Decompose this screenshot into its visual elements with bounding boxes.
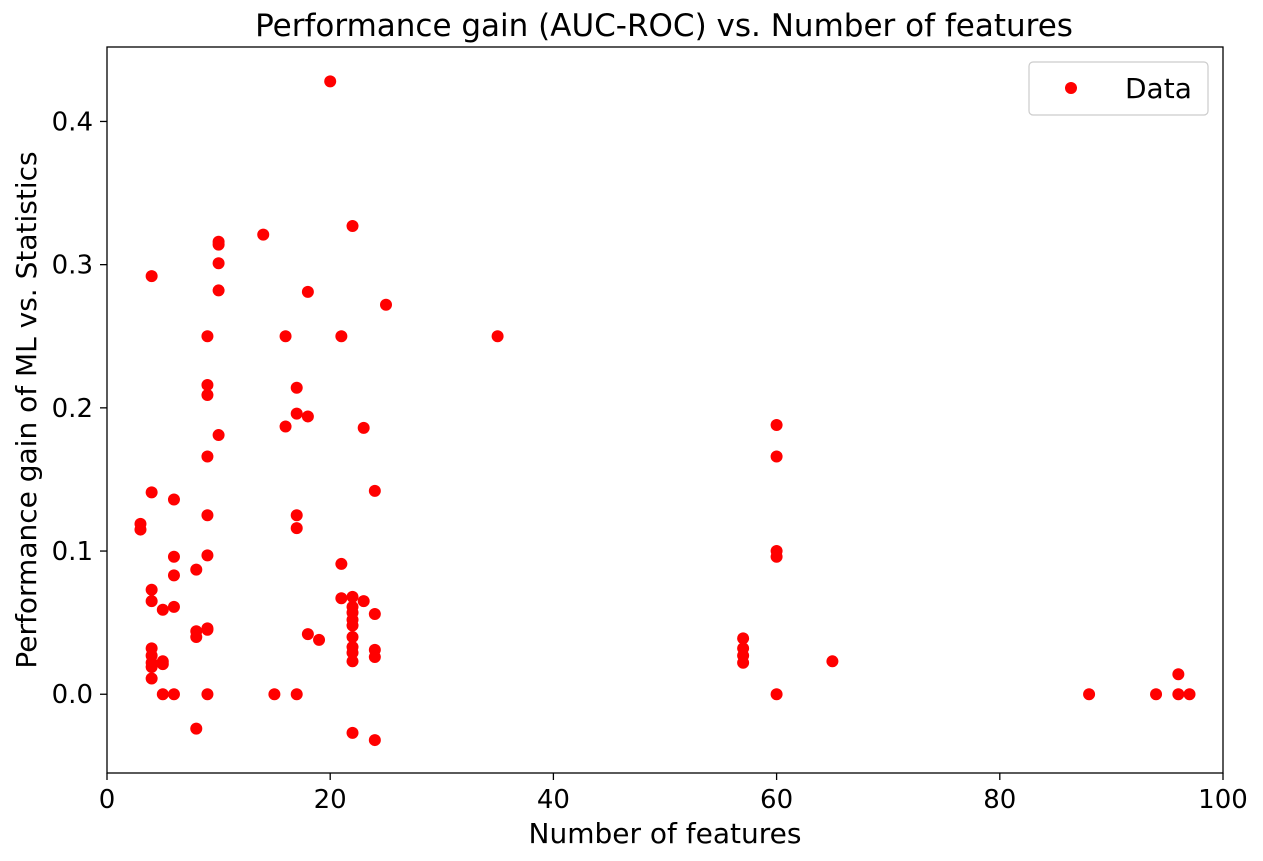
legend-label-data: Data — [1125, 72, 1192, 105]
data-point — [201, 330, 214, 343]
data-point — [346, 590, 359, 603]
data-point — [346, 655, 359, 668]
chart-title: Performance gain (AUC-ROC) vs. Number of… — [255, 8, 1073, 44]
y-tick-label: 0.1 — [52, 537, 93, 567]
data-point — [212, 257, 225, 270]
data-point — [324, 75, 337, 88]
x-tick-label: 40 — [537, 785, 570, 815]
data-point — [335, 557, 348, 570]
data-point — [257, 228, 270, 241]
data-point — [156, 658, 169, 671]
y-tick-label: 0.3 — [52, 251, 93, 281]
data-point — [290, 688, 303, 701]
data-point — [190, 630, 203, 643]
data-point — [301, 628, 314, 641]
data-point — [1172, 688, 1185, 701]
data-points — [134, 75, 1196, 747]
data-point — [368, 734, 381, 747]
data-point — [201, 688, 214, 701]
data-point — [167, 493, 180, 506]
data-point — [212, 238, 225, 251]
y-axis-title: Performance gain of ML vs. Statistics — [10, 151, 43, 668]
data-point — [290, 381, 303, 394]
x-tick-label: 100 — [1198, 785, 1248, 815]
data-point — [145, 595, 158, 608]
data-point — [156, 603, 169, 616]
data-point — [201, 378, 214, 391]
x-axis-title: Number of features — [529, 817, 802, 850]
data-point — [380, 298, 392, 311]
data-point — [357, 421, 370, 434]
data-point — [290, 522, 303, 535]
data-point — [770, 688, 783, 701]
y-tick-label: 0.4 — [52, 107, 93, 137]
data-point — [770, 550, 783, 563]
data-point — [145, 486, 158, 499]
data-point — [290, 407, 303, 420]
data-point — [167, 688, 180, 701]
data-point — [201, 450, 214, 463]
data-point — [313, 633, 326, 646]
data-point — [346, 726, 359, 739]
y-tick-label: 0.2 — [52, 394, 93, 424]
data-point — [346, 219, 359, 232]
data-point — [201, 509, 214, 522]
x-tick-label: 20 — [314, 785, 347, 815]
data-point — [368, 608, 381, 621]
data-point — [491, 330, 504, 343]
data-point — [301, 285, 314, 298]
data-point — [212, 429, 225, 442]
x-tick-label: 60 — [760, 785, 793, 815]
y-axis-ticks: 0.0 0.1 0.2 0.3 0.4 — [52, 107, 107, 710]
legend-box — [1028, 61, 1209, 116]
data-point — [145, 661, 158, 674]
data-point — [145, 583, 158, 596]
data-point — [201, 549, 214, 562]
data-point — [190, 722, 203, 735]
data-point — [279, 330, 292, 343]
data-point — [134, 523, 147, 536]
data-point — [368, 484, 381, 497]
x-tick-label: 80 — [983, 785, 1016, 815]
data-point — [201, 623, 214, 636]
data-point — [335, 330, 348, 343]
data-point — [357, 595, 370, 608]
data-point — [737, 656, 750, 669]
data-point — [167, 569, 180, 582]
data-point — [346, 630, 359, 643]
data-point — [1183, 688, 1196, 701]
data-point — [279, 420, 292, 433]
data-point — [1083, 688, 1096, 701]
plot-area — [107, 47, 1223, 773]
data-point — [201, 388, 214, 401]
legend-marker — [1065, 82, 1077, 94]
data-point — [346, 619, 359, 632]
data-point — [167, 600, 180, 613]
data-point — [268, 688, 281, 701]
legend: Data — [1028, 61, 1209, 116]
data-point — [1172, 668, 1185, 681]
y-tick-label: 0.0 — [52, 680, 93, 710]
x-axis-ticks: 0 20 40 60 80 100 — [99, 773, 1248, 815]
data-point — [1150, 688, 1163, 701]
data-point — [290, 509, 303, 522]
data-point — [368, 651, 381, 664]
data-point — [301, 410, 314, 423]
data-point — [190, 563, 203, 576]
data-point — [145, 672, 158, 685]
data-point — [167, 550, 180, 563]
data-point — [335, 592, 348, 605]
data-point — [770, 450, 783, 463]
data-point — [826, 655, 839, 668]
data-point — [346, 646, 359, 659]
data-point — [737, 632, 750, 645]
x-tick-label: 0 — [99, 785, 116, 815]
data-point — [156, 688, 169, 701]
data-point — [145, 270, 158, 283]
plot-frame — [106, 46, 1224, 774]
data-point — [770, 419, 783, 432]
data-point — [212, 284, 225, 297]
